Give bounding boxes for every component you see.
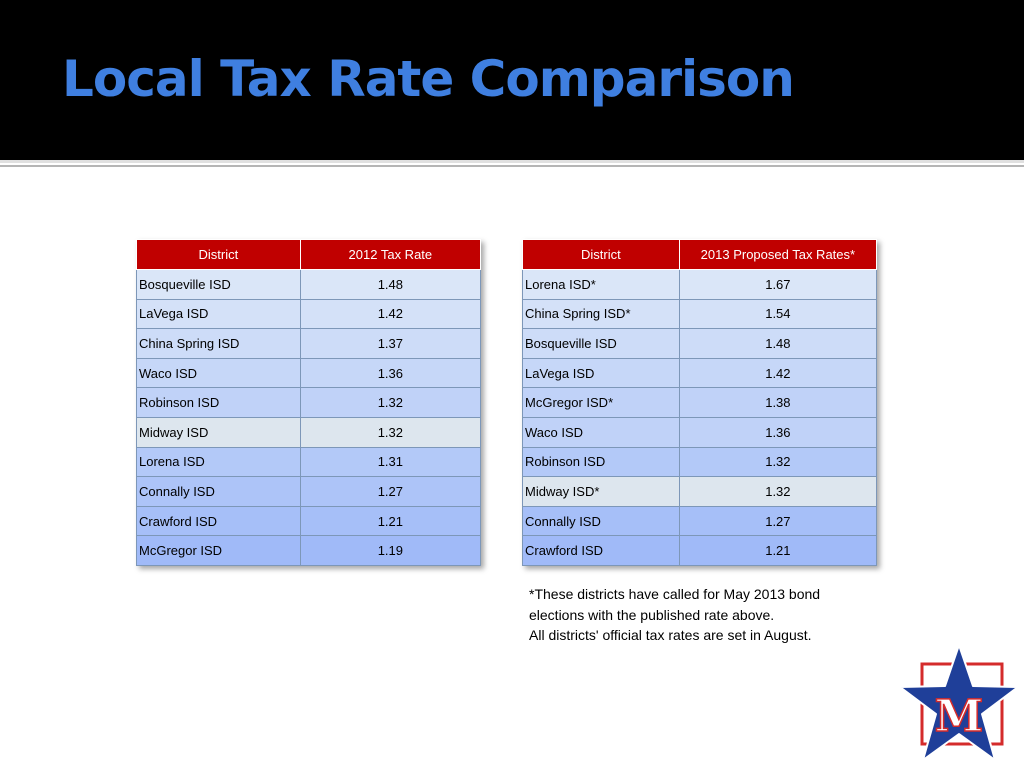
district-cell: China Spring ISD*	[522, 298, 680, 330]
rate-cell: 1.36	[678, 416, 878, 448]
rate-cell: 1.31	[299, 446, 482, 478]
table-row: Waco ISD 1.36	[522, 416, 878, 448]
district-cell: Lorena ISD	[136, 446, 301, 478]
footnote-line: All districts' official tax rates are se…	[529, 627, 812, 643]
table-row: Bosqueville ISD 1.48	[522, 328, 878, 359]
district-cell: Waco ISD	[522, 416, 680, 448]
district-cell: Connally ISD	[522, 505, 680, 537]
footnote: *These districts have called for May 201…	[529, 584, 889, 646]
table-header-row: District 2012 Tax Rate	[136, 239, 482, 270]
district-cell: Connally ISD	[136, 476, 301, 507]
district-cell: McGregor ISD	[136, 535, 301, 566]
title-bar: Local Tax Rate Comparison	[0, 0, 1024, 160]
district-cell: Midway ISD	[136, 416, 301, 448]
logo-star	[899, 644, 1019, 761]
rate-cell: 1.67	[678, 269, 878, 300]
district-cell: LaVega ISD	[136, 298, 301, 330]
column-header-district: District	[522, 239, 680, 270]
rate-cell: 1.37	[299, 328, 482, 359]
rate-cell: 1.42	[299, 298, 482, 330]
divider-line	[0, 160, 1024, 163]
rate-cell: 1.48	[299, 269, 482, 300]
district-cell: Crawford ISD	[522, 535, 680, 566]
district-cell: Robinson ISD	[522, 446, 680, 478]
district-cell: China Spring ISD	[136, 328, 301, 359]
footnote-line: *These districts have called for May 201…	[529, 586, 821, 602]
column-header-district: District	[136, 239, 301, 270]
slide-title: Local Tax Rate Comparison	[62, 50, 795, 108]
table-row: Crawford ISD 1.21	[522, 535, 878, 566]
table-row: China Spring ISD* 1.54	[522, 298, 878, 330]
rate-cell: 1.27	[299, 476, 482, 507]
table-row: Robinson ISD 1.32	[136, 387, 482, 418]
column-header-rate: 2012 Tax Rate	[299, 239, 482, 270]
table-row: LaVega ISD 1.42	[136, 298, 482, 330]
table-row: McGregor ISD 1.19	[136, 535, 482, 566]
district-cell: LaVega ISD	[522, 357, 680, 389]
logo-letter: M	[935, 691, 984, 742]
table-row: Connally ISD 1.27	[522, 505, 878, 537]
rate-cell: 1.38	[678, 387, 878, 418]
rate-cell: 1.21	[678, 535, 878, 566]
district-cell: McGregor ISD*	[522, 387, 680, 418]
rate-cell: 1.36	[299, 357, 482, 389]
district-cell: Crawford ISD	[136, 505, 301, 537]
rate-cell: 1.48	[678, 328, 878, 359]
table-row: McGregor ISD* 1.38	[522, 387, 878, 418]
table-row: Waco ISD 1.36	[136, 357, 482, 389]
table-row: Robinson ISD 1.32	[522, 446, 878, 478]
rate-cell: 1.42	[678, 357, 878, 389]
rate-cell: 1.32	[299, 387, 482, 418]
column-header-rate: 2013 Proposed Tax Rates*	[678, 239, 878, 270]
table-row: Lorena ISD* 1.67	[522, 269, 878, 300]
table-row: Midway ISD 1.32	[136, 416, 482, 448]
district-cell: Bosqueville ISD	[136, 269, 301, 300]
rate-cell: 1.32	[678, 446, 878, 478]
rate-cell: 1.32	[678, 476, 878, 507]
star-m-logo-icon: M	[899, 644, 1019, 761]
district-cell: Waco ISD	[136, 357, 301, 389]
district-cell: Bosqueville ISD	[522, 328, 680, 359]
tax-rate-table-2013: District 2013 Proposed Tax Rates* Lorena…	[522, 239, 878, 566]
rate-cell: 1.21	[299, 505, 482, 537]
rate-cell: 1.27	[678, 505, 878, 537]
district-cell: Midway ISD*	[522, 476, 680, 507]
table-header-row: District 2013 Proposed Tax Rates*	[522, 239, 878, 270]
table-row: Crawford ISD 1.21	[136, 505, 482, 537]
table-row: Midway ISD* 1.32	[522, 476, 878, 507]
table-row: Lorena ISD 1.31	[136, 446, 482, 478]
rate-cell: 1.32	[299, 416, 482, 448]
table-row: Bosqueville ISD 1.48	[136, 269, 482, 300]
district-cell: Robinson ISD	[136, 387, 301, 418]
table-row: LaVega ISD 1.42	[522, 357, 878, 389]
divider-line	[0, 165, 1024, 167]
district-cell: Lorena ISD*	[522, 269, 680, 300]
footnote-line: elections with the published rate above.	[529, 606, 775, 623]
table-row: China Spring ISD 1.37	[136, 328, 482, 359]
tax-rate-table-2012: District 2012 Tax Rate Bosqueville ISD 1.…	[136, 239, 482, 566]
table-row: Connally ISD 1.27	[136, 476, 482, 507]
rate-cell: 1.54	[678, 298, 878, 330]
rate-cell: 1.19	[299, 535, 482, 566]
